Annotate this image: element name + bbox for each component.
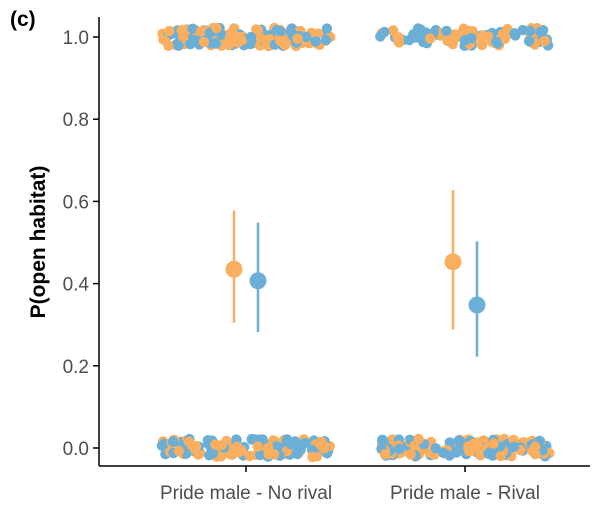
raw-point [476, 39, 488, 51]
raw-point [185, 39, 196, 50]
raw-point [167, 436, 179, 447]
raw-point [236, 35, 248, 46]
raw-point [441, 25, 452, 37]
raw-point [412, 23, 424, 34]
raw-point [204, 450, 215, 461]
raw-point [210, 38, 222, 49]
y-tick-label: 0.0 [63, 439, 89, 460]
raw-point [307, 451, 318, 463]
estimate-point [468, 296, 486, 314]
axes-layer: 0.0 0.2 0.4 0.6 0.8 1.0 Pride male - No rival P… [63, 17, 590, 504]
raw-point [413, 433, 424, 445]
raw-point [223, 39, 234, 51]
raw-point [379, 449, 391, 460]
estimate-point [249, 272, 267, 290]
raw-point [231, 441, 243, 453]
raw-point [321, 23, 333, 34]
raw-point [275, 35, 286, 47]
raw-point [173, 445, 185, 457]
raw-point [198, 36, 210, 48]
raw-point [195, 26, 207, 37]
raw-point [483, 31, 494, 42]
raw-point [292, 33, 303, 44]
estimate-point [444, 253, 462, 271]
raw-point [425, 33, 436, 44]
raw-point [377, 434, 388, 445]
estimates-layer [225, 190, 486, 357]
x-tick-label: Pride male - No rival [160, 483, 332, 504]
raw-point [268, 449, 280, 460]
estimate-point [225, 260, 243, 278]
raw-point [442, 35, 453, 46]
raw-point [394, 443, 405, 454]
raw-point [211, 22, 222, 34]
raw-point [535, 26, 546, 38]
raw-point [466, 33, 477, 44]
raw-point [226, 449, 238, 460]
raw-point [539, 35, 550, 47]
raw-point [405, 449, 416, 460]
raw-point [510, 30, 521, 41]
raw-observations-layer [156, 22, 555, 463]
raw-point [192, 449, 204, 460]
raw-point [453, 435, 464, 446]
raw-point [245, 31, 257, 43]
raw-point [430, 443, 441, 454]
y-axis-title: P(open habitat) [27, 166, 50, 319]
raw-point [491, 36, 502, 47]
raw-point [299, 437, 310, 449]
raw-point [525, 25, 536, 37]
raw-point [184, 436, 195, 447]
raw-point [452, 445, 463, 456]
raw-point [488, 438, 499, 449]
raw-point [292, 448, 303, 460]
raw-point [224, 31, 236, 42]
raw-point [508, 441, 520, 453]
y-tick-label: 1.0 [63, 28, 89, 49]
raw-point [320, 34, 332, 46]
raw-point [252, 24, 264, 36]
raw-point [187, 23, 198, 34]
panel-label: (c) [10, 8, 36, 31]
x-tick-label: Pride male - Rival [390, 483, 540, 504]
y-tick-label: 0.4 [63, 275, 90, 296]
raw-point [300, 31, 312, 43]
raw-point [163, 40, 174, 51]
raw-point [444, 437, 455, 448]
raw-point [438, 447, 449, 459]
raw-point [499, 33, 511, 44]
raw-point [202, 435, 213, 446]
raw-point [156, 440, 168, 451]
raw-point [252, 441, 263, 452]
raw-point [475, 447, 486, 459]
raw-point [285, 439, 296, 450]
raw-point [255, 449, 266, 461]
raw-point [255, 32, 266, 44]
raw-point [483, 448, 494, 459]
y-tick-label: 0.2 [63, 357, 89, 378]
raw-point [210, 439, 221, 450]
raw-point [476, 31, 487, 42]
raw-point [164, 25, 175, 37]
raw-point [275, 26, 286, 37]
raw-point [392, 32, 403, 43]
raw-point [173, 40, 184, 51]
raw-point [528, 444, 539, 455]
raw-point [379, 26, 390, 38]
raw-point [310, 36, 321, 47]
y-tick-label: 0.8 [63, 110, 89, 131]
y-tick-label: 0.6 [63, 192, 89, 213]
raw-point [523, 35, 535, 47]
